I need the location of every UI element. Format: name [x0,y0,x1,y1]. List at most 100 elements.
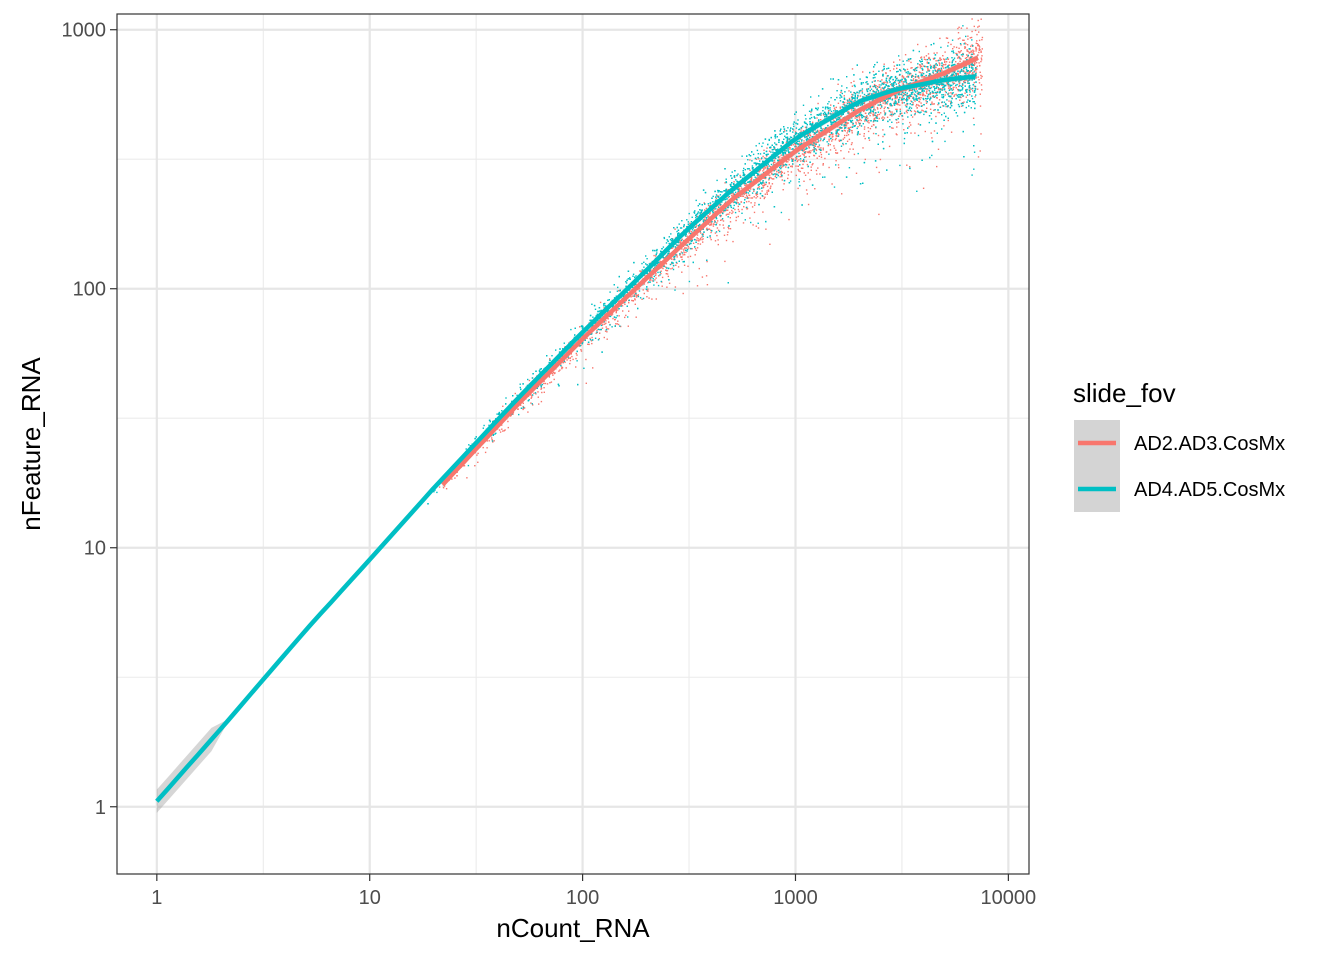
scatter-point [732,240,734,243]
scatter-point [914,90,916,92]
scatter-point [746,168,749,170]
scatter-point [792,163,794,165]
scatter-point [915,69,918,72]
scatter-point [949,85,951,87]
scatter-point [959,37,961,39]
scatter-point [884,112,886,114]
scatter-point [657,262,659,264]
scatter-point [843,102,845,104]
scatter-point [922,187,925,189]
scatter-point [969,93,971,96]
scatter-point [896,86,898,88]
scatter-point [746,197,748,199]
scatter-point [880,90,882,92]
scatter-point [770,151,772,153]
scatter-point [646,290,648,292]
scatter-point [770,163,773,166]
scatter-point [872,114,874,117]
scatter-point [960,44,962,46]
scatter-point [899,85,901,87]
scatter-point [633,295,635,297]
scatter-point [930,103,932,106]
scatter-point [952,73,955,75]
scatter-point [642,297,645,300]
scatter-point [899,110,901,112]
scatter-point [837,132,839,135]
scatter-point [639,270,641,272]
scatter-point [712,225,715,227]
scatter-point [663,264,665,266]
scatter-point [793,125,795,128]
scatter-point [938,68,940,71]
scatter-point [723,234,726,236]
scatter-point [739,203,741,205]
scatter-point [881,70,883,72]
scatter-point [689,255,692,258]
scatter-point [873,80,875,82]
scatter-point [910,114,912,116]
scatter-point [705,275,708,277]
scatter-point [651,280,654,282]
scatter-point [634,303,636,305]
scatter-point [761,190,763,192]
scatter-point [531,394,533,397]
scatter-point [575,352,577,355]
scatter-point [828,110,830,112]
scatter-point [816,141,818,143]
scatter-point [919,60,921,62]
scatter-point [829,109,831,111]
scatter-point [732,194,734,196]
scatter-point [835,135,837,137]
scatter-point [794,145,796,148]
scatter-point [917,66,919,68]
scatter-point [578,345,580,347]
scatter-point [977,88,979,90]
scatter-point [686,248,689,251]
scatter-point [869,114,871,117]
scatter-point [530,397,532,399]
scatter-point [854,117,856,119]
scatter-point [906,60,908,62]
scatter-point [879,80,882,83]
scatter-point [522,408,524,411]
scatter-point [969,70,971,73]
scatter-point [850,91,852,93]
scatter-point [859,124,861,127]
scatter-point [878,86,880,88]
scatter-point [540,387,543,389]
scatter-point [743,182,745,185]
scatter-point [501,428,503,430]
scatter-point [873,107,875,109]
scatter-point [745,192,747,195]
scatter-point [828,101,830,103]
scatter-point [916,103,918,106]
scatter-point [569,359,572,362]
scatter-point [749,159,751,161]
scatter-point [929,92,932,94]
scatter-point [600,328,602,331]
scatter-point [904,69,906,71]
scatter-point [836,119,838,121]
scatter-point [890,83,892,86]
scatter-point [964,57,967,60]
scatter-point [827,143,830,145]
scatter-point [813,146,815,149]
scatter-point [843,124,845,126]
scatter-point [686,226,688,228]
scatter-point [889,70,891,72]
scatter-point [851,93,853,96]
scatter-point [962,70,964,73]
scatter-point [668,242,670,245]
scatter-point [959,72,961,74]
scatter-point [937,88,940,90]
scatter-point [888,145,891,148]
scatter-point [665,263,667,265]
scatter-point [486,447,488,449]
scatter-point [933,67,935,69]
scatter-point [576,360,578,362]
scatter-point [799,142,801,144]
scatter-point [928,70,930,72]
scatter-point [575,357,577,360]
scatter-point [477,461,479,463]
